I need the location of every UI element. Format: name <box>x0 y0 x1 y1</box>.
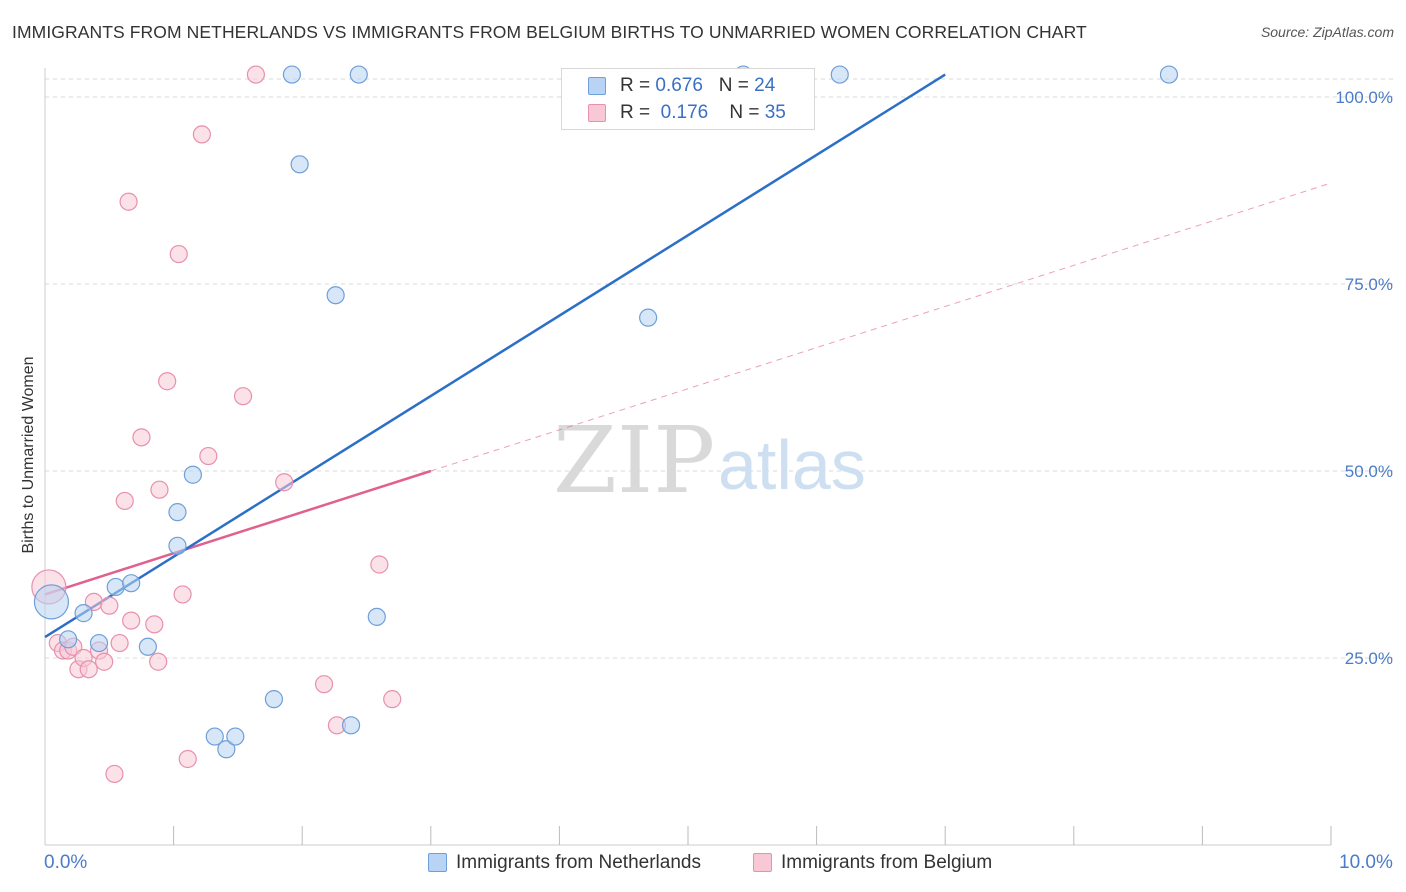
belgium-point <box>178 749 197 769</box>
netherlands-point <box>830 65 849 84</box>
belgium-legend-swatch <box>753 853 772 872</box>
grid <box>45 78 1393 659</box>
y-tick-label: 75.0% <box>1345 275 1393 294</box>
belgium-swatch <box>588 104 606 122</box>
data-points <box>31 65 1179 784</box>
netherlands-point <box>226 727 245 746</box>
belgium-point <box>233 387 253 406</box>
chart-title: IMMIGRANTS FROM NETHERLANDS VS IMMIGRANT… <box>12 22 1087 42</box>
correlation-legend: R = 0.676 N = 24 R = 0.176 N = 35 <box>561 68 815 130</box>
belgium-point <box>370 555 389 574</box>
belgium-point <box>275 473 294 492</box>
belgium-point <box>122 611 141 630</box>
netherlands-point <box>341 716 361 735</box>
netherlands-point <box>1159 65 1179 84</box>
netherlands-trend-line <box>44 73 946 639</box>
belgium-point <box>150 480 169 499</box>
netherlands-point <box>122 574 141 593</box>
belgium-point <box>158 372 177 391</box>
r-value: 0.676 <box>655 75 703 96</box>
x-tick-max: 10.0% <box>1339 852 1393 873</box>
belgium-point <box>145 615 164 634</box>
netherlands-point <box>639 308 658 327</box>
netherlands-point <box>168 503 187 522</box>
axes <box>44 68 1332 846</box>
netherlands-point <box>183 465 202 484</box>
x-tick-min: 0.0% <box>44 852 88 873</box>
netherlands-point <box>217 740 236 759</box>
netherlands-point <box>349 65 368 84</box>
r-label: R = <box>620 75 651 96</box>
belgium-point <box>115 491 134 511</box>
belgium-point <box>383 690 402 709</box>
watermark-zip: ZIP <box>553 407 715 514</box>
belgium-point <box>110 633 129 653</box>
legend-text-belgium: R = 0.176 N = 35 <box>620 102 786 124</box>
belgium-point <box>79 660 98 679</box>
n-value: 35 <box>764 102 786 123</box>
netherlands-point <box>74 604 93 623</box>
y-tick-label: 50.0% <box>1345 462 1393 481</box>
belgium-point <box>119 192 138 211</box>
netherlands-point <box>89 633 109 653</box>
netherlands-point <box>367 607 386 626</box>
r-label: R = <box>620 102 651 123</box>
belgium-point <box>192 125 211 144</box>
belgium-point <box>246 65 266 84</box>
netherlands-point <box>59 630 78 649</box>
y-tick-labels: 25.0% 50.0% 75.0% 100.0% <box>1335 88 1393 668</box>
netherlands-point <box>290 155 309 174</box>
watermark-atlas: atlas <box>718 426 866 504</box>
n-value: 24 <box>754 75 776 96</box>
belgium-trend-line <box>44 469 432 596</box>
netherlands-point <box>205 727 224 746</box>
belgium-point <box>199 446 218 466</box>
belgium-legend-label: Immigrants from Belgium <box>781 852 993 873</box>
n-label: N = <box>718 75 749 96</box>
netherlands-point <box>106 577 125 597</box>
netherlands-point <box>33 584 70 620</box>
y-axis-label: Births to Unmarried Women <box>20 356 37 553</box>
netherlands-point <box>264 690 284 709</box>
netherlands-legend-label: Immigrants from Netherlands <box>456 852 701 873</box>
belgium-point <box>105 764 124 784</box>
y-tick-label: 25.0% <box>1345 649 1393 668</box>
netherlands-swatch <box>588 77 606 95</box>
belgium-point <box>132 428 151 447</box>
belgium-point <box>149 652 168 671</box>
belgium-trend-extension <box>430 182 1332 472</box>
trend-lines <box>44 73 1332 639</box>
netherlands-point <box>282 65 302 84</box>
n-label: N = <box>729 102 760 123</box>
r-value: 0.176 <box>660 102 709 123</box>
watermark: ZIP atlas <box>553 407 866 514</box>
belgium-point <box>173 585 192 604</box>
belgium-point <box>314 675 334 694</box>
netherlands-point <box>168 536 187 555</box>
legend-text-netherlands: R = 0.676 N = 24 <box>620 75 775 97</box>
belgium-point <box>100 596 119 615</box>
belgium-point <box>95 652 114 671</box>
netherlands-point <box>326 286 345 305</box>
belgium-point <box>169 244 188 264</box>
netherlands-point <box>138 637 157 656</box>
netherlands-legend-swatch <box>428 853 447 872</box>
source-credit: Source: ZipAtlas.com <box>1260 24 1394 40</box>
y-tick-label: 100.0% <box>1335 88 1393 107</box>
